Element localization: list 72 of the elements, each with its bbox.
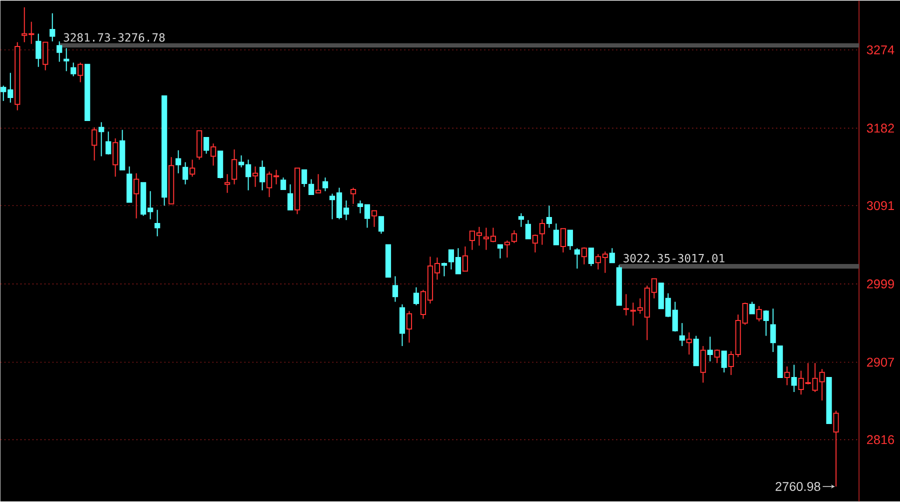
y-tick-label: 3274: [866, 45, 894, 54]
candlestick: [784, 366, 790, 386]
candlestick: [609, 248, 615, 264]
candlestick: [92, 126, 98, 162]
candlestick: [78, 62, 84, 83]
y-tick-label: 3091: [866, 201, 894, 210]
candlestick: [833, 410, 839, 488]
candlestick: [518, 212, 524, 228]
candlestick: [224, 174, 230, 194]
candlestick: [679, 322, 685, 347]
candlestick: [378, 216, 384, 234]
candlestick: [392, 276, 398, 302]
y-tick-label: 2907: [867, 358, 894, 367]
candlestick: [371, 210, 378, 228]
candlestick: [252, 166, 258, 188]
annotation: 2760.98: [776, 482, 820, 491]
candlestick: [36, 33, 42, 68]
candlestick: [315, 174, 322, 194]
candlestick: [56, 40, 62, 62]
candlestick: [714, 348, 720, 364]
candlestick: [259, 160, 266, 191]
band-label: 3281.73-3276.78: [64, 33, 165, 42]
candlestick: [134, 172, 140, 219]
candlestick: [112, 138, 118, 178]
candlestick: [308, 178, 314, 196]
candlestick: [350, 187, 356, 204]
candlestick: [42, 42, 48, 71]
candlestick: [770, 308, 776, 353]
candlestick: [686, 332, 692, 356]
candlestick: [176, 150, 182, 174]
candlestick: [98, 122, 104, 157]
candlestick: [190, 159, 196, 178]
candlestick: [525, 220, 531, 240]
candlestick: [763, 310, 769, 336]
candlestick: [301, 169, 308, 188]
candlestick: [231, 148, 238, 185]
candlestick: [532, 234, 538, 253]
candlestick: [567, 230, 573, 250]
candlestick: [406, 310, 412, 344]
candlestick: [287, 184, 294, 210]
candlestick: [623, 294, 629, 316]
candlestick: [756, 306, 762, 322]
candlestick: [441, 262, 448, 277]
candlestick: [560, 228, 566, 253]
candlestick: [553, 223, 559, 246]
candlestick: [64, 48, 70, 72]
candlestick: [721, 350, 727, 373]
band-label: 3022.35-3017.01: [624, 254, 724, 262]
candlestick: [154, 209, 160, 237]
candlestick: [539, 218, 545, 246]
candlestick: [182, 162, 188, 185]
candlestick: [749, 301, 755, 314]
candlestick: [462, 246, 468, 272]
candlestick: [588, 248, 594, 267]
y-tick-label: 2816: [867, 435, 894, 444]
candlestick: [700, 346, 706, 384]
candlestick: [707, 336, 713, 362]
candlestick: [581, 246, 587, 265]
candlestick: [322, 177, 328, 192]
candlestick: [70, 62, 76, 77]
candlestick: [50, 12, 56, 42]
y-tick-label: 2999: [867, 279, 894, 288]
candlestick: [497, 244, 503, 259]
candlestick: [280, 177, 286, 190]
candlestick: [204, 137, 210, 154]
candlestick: [546, 205, 552, 228]
candlestick: [574, 248, 580, 270]
candlestick: [210, 143, 216, 166]
y-tick-label: 3182: [866, 124, 894, 133]
candlestick: [413, 286, 420, 306]
candlestick: [106, 131, 112, 156]
candlestick: [791, 364, 797, 393]
